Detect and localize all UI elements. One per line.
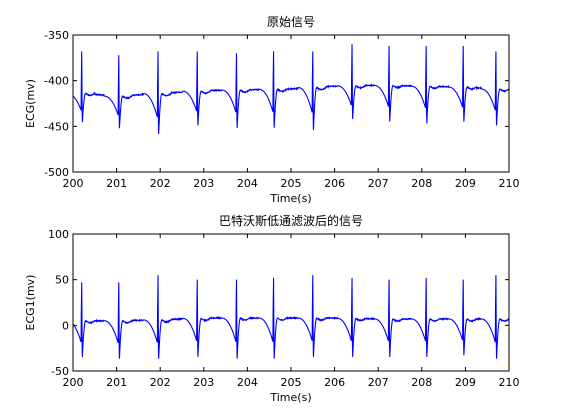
y-tick-label: 50	[55, 274, 69, 287]
x-axis-label: Time(s)	[269, 192, 311, 205]
x-tick-label: 203	[193, 177, 214, 190]
x-tick-label: 201	[106, 376, 127, 389]
subplot-filtered-signal: 巴特沃斯低通滤波后的信号 200 201 202 203 204 205 206 207 208 2…	[24, 213, 520, 404]
x-tick-label: 205	[281, 376, 302, 389]
ecg-series-line	[73, 275, 509, 359]
x-tick-label: 202	[150, 376, 171, 389]
chart-title: 原始信号	[267, 15, 315, 29]
x-tick-label: 206	[324, 376, 345, 389]
x-tick-label: 207	[368, 177, 389, 190]
x-tick-label: 203	[193, 376, 214, 389]
x-tick-label: 200	[63, 177, 84, 190]
ecg-series-line	[73, 44, 509, 135]
y-tick-label: -350	[44, 29, 69, 42]
y-tick-label: -500	[44, 166, 69, 179]
x-tick-label: 204	[237, 177, 258, 190]
y-tick-label: -400	[44, 75, 69, 88]
y-tick-label: 100	[48, 228, 69, 241]
x-tick-label: 206	[324, 177, 345, 190]
x-tick-label: 204	[237, 376, 258, 389]
x-tick-label: 210	[499, 177, 520, 190]
x-tick-label: 208	[411, 177, 432, 190]
y-tick-label: 0	[62, 319, 69, 332]
chart-title: 巴特沃斯低通滤波后的信号	[219, 213, 363, 228]
x-tick-label: 201	[106, 177, 127, 190]
subplot-original-signal: 原始信号 200 201 202 203 204 205 206 207 208 209 210 -50…	[24, 15, 520, 205]
axes-frame	[72, 233, 510, 372]
x-tick-label: 205	[281, 177, 302, 190]
x-tick-label: 209	[455, 376, 476, 389]
y-tick-label: -50	[51, 365, 69, 378]
x-tick-label: 208	[411, 376, 432, 389]
x-tick-label: 200	[63, 376, 84, 389]
y-axis-label: ECG1(mv)	[24, 275, 37, 331]
x-tick-label: 210	[499, 376, 520, 389]
x-tick-label: 202	[150, 177, 171, 190]
y-axis-label: ECG(mv)	[24, 79, 37, 128]
x-tick-label: 209	[455, 177, 476, 190]
x-tick-label: 207	[368, 376, 389, 389]
x-axis-label: Time(s)	[269, 391, 311, 404]
y-tick-label: -450	[44, 120, 69, 133]
axes-frame	[72, 34, 510, 173]
